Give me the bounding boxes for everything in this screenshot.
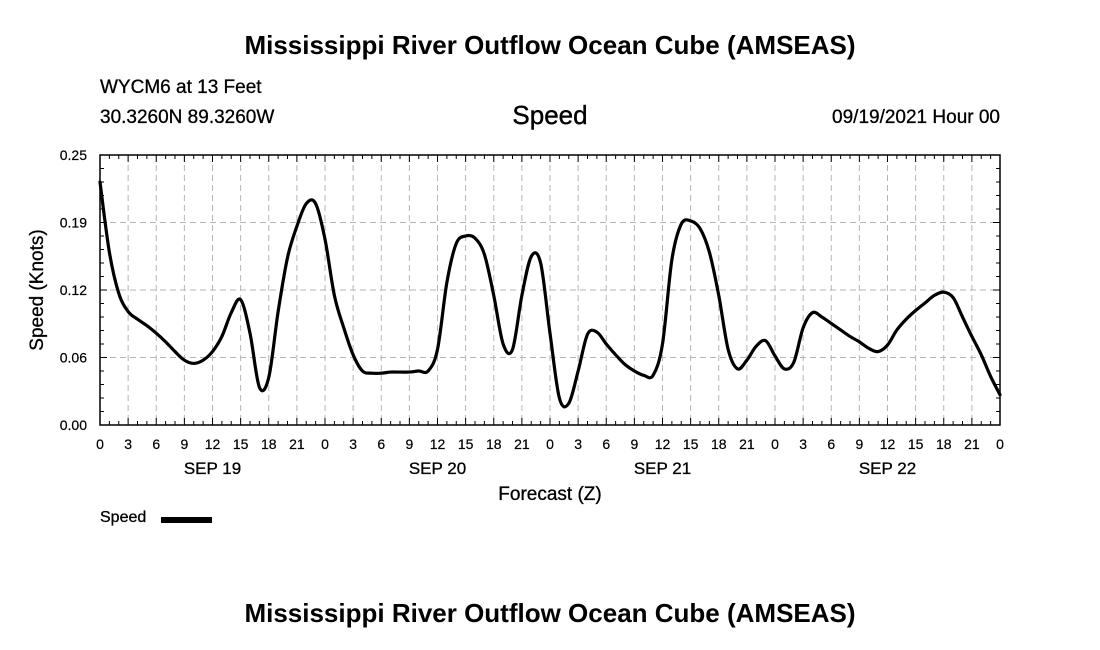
x-tick-label: 21 (739, 436, 755, 452)
x-tick-label: 15 (683, 436, 699, 452)
x-tick-label: 0 (996, 436, 1004, 452)
legend-swatch (161, 517, 212, 523)
y-tick-label: 0.06 (60, 350, 87, 366)
x-tick-label: 3 (799, 436, 807, 452)
station-label: WYCM6 at 13 Feet (100, 77, 262, 98)
x-tick-label: 12 (205, 436, 221, 452)
x-tick-label: 18 (936, 436, 952, 452)
x-tick-label: 6 (827, 436, 835, 452)
x-tick-label: 9 (630, 436, 638, 452)
tick-labels: 0 3 6 9 12 15 18 21 0 3 6 9 12 15 18 21 0 3 6 9 12 15 18 21 0 3 6 9… (60, 147, 1005, 478)
y-tick-label: 0.25 (60, 147, 87, 163)
footer-title: Mississippi River Outflow Ocean Cube (AM… (244, 598, 856, 628)
x-day-label: SEP 19 (184, 459, 241, 478)
y-axis-label: Speed (Knots) (27, 229, 48, 350)
x-tick-label: 15 (233, 436, 249, 452)
y-tick-label: 0.00 (60, 417, 87, 433)
x-tick-label: 18 (486, 436, 502, 452)
x-tick-label: 3 (349, 436, 357, 452)
x-tick-label: 15 (458, 436, 474, 452)
ticks (99, 154, 1001, 426)
x-tick-label: 18 (711, 436, 727, 452)
x-tick-label: 6 (377, 436, 385, 452)
x-tick-label: 18 (261, 436, 277, 452)
x-tick-label: 15 (908, 436, 924, 452)
x-tick-label: 3 (574, 436, 582, 452)
x-day-label: SEP 21 (634, 459, 691, 478)
x-tick-label: 9 (405, 436, 413, 452)
x-tick-label: 0 (96, 436, 104, 452)
series-line-speed (98, 180, 1002, 409)
coordinates-label: 30.3260N 89.3260W (100, 107, 275, 128)
x-tick-label: 6 (602, 436, 610, 452)
x-tick-label: 0 (321, 436, 329, 452)
x-tick-label: 12 (655, 436, 671, 452)
x-tick-label: 9 (180, 436, 188, 452)
x-tick-label: 21 (514, 436, 530, 452)
x-tick-label: 12 (880, 436, 896, 452)
x-day-label: SEP 20 (409, 459, 466, 478)
x-day-label: SEP 22 (859, 459, 916, 478)
x-tick-label: 21 (289, 436, 305, 452)
x-tick-label: 3 (124, 436, 132, 452)
datetime-label: 09/19/2021 Hour 00 (832, 107, 1000, 128)
chart-title: Mississippi River Outflow Ocean Cube (AM… (244, 30, 856, 60)
x-tick-label: 9 (855, 436, 863, 452)
x-tick-label: 21 (964, 436, 980, 452)
x-tick-label: 0 (771, 436, 779, 452)
y-tick-label: 0.19 (60, 215, 87, 231)
variable-title: Speed (512, 100, 588, 130)
legend-label: Speed (100, 509, 147, 526)
x-tick-label: 12 (430, 436, 446, 452)
grid (100, 155, 1000, 425)
x-tick-label: 0 (546, 436, 554, 452)
x-axis-label: Forecast (Z) (498, 484, 601, 505)
x-tick-label: 6 (152, 436, 160, 452)
y-tick-label: 0.12 (60, 282, 87, 298)
